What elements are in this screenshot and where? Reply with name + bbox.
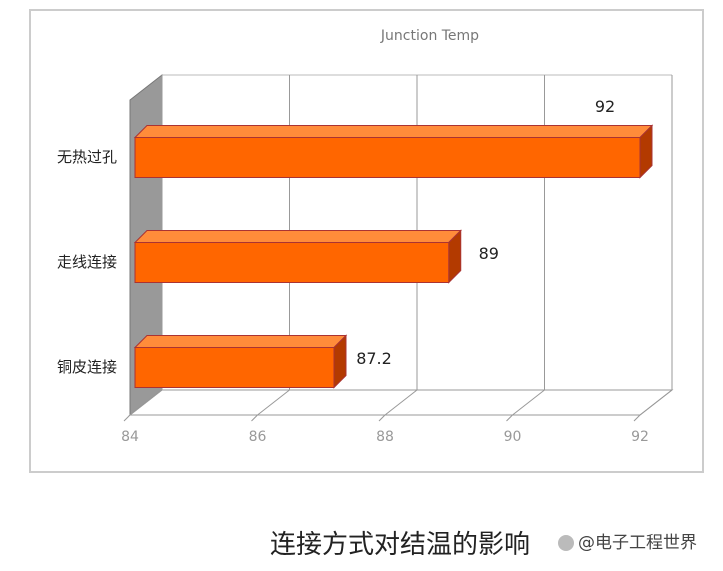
x-tick-label: 92 [631, 429, 649, 445]
y-tick-label: 铜皮连接 [57, 358, 117, 376]
bar [134, 242, 450, 283]
floor-grid-line [639, 389, 673, 416]
caption: 连接方式对结温的影响 [270, 530, 530, 560]
x-tick-label: 86 [249, 429, 267, 445]
watermark-icon [558, 535, 574, 551]
x-tick-label: 88 [376, 429, 394, 445]
watermark: @电子工程世界 [578, 533, 697, 553]
floor-grid-line [257, 389, 290, 416]
floor-grid-line [512, 389, 545, 416]
tick-mark [251, 414, 258, 422]
bar [134, 137, 641, 178]
tick-mark [378, 414, 386, 422]
floor-grid-line [129, 389, 163, 416]
bar-top [133, 125, 654, 138]
tick-mark [633, 414, 641, 422]
y-tick-label: 走线连接 [57, 253, 117, 271]
data-label: 92 [595, 97, 615, 116]
bar-top [133, 335, 348, 348]
x-tick-label: 84 [121, 429, 139, 445]
bar-top [133, 230, 462, 243]
bar [134, 347, 335, 388]
x-tick-label: 90 [504, 429, 522, 445]
tick-mark [506, 414, 513, 422]
data-label: 89 [479, 244, 499, 263]
chart-title: Junction Temp [380, 28, 479, 44]
tick-mark [123, 414, 131, 422]
y-tick-label: 无热过孔 [57, 148, 117, 166]
data-label: 87.2 [356, 349, 392, 368]
floor-grid-line [384, 389, 418, 416]
